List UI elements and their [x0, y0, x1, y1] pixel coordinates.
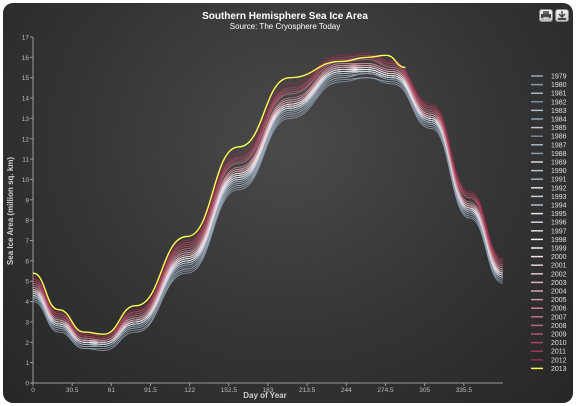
x-tick-label: 213.5 — [299, 387, 316, 394]
legend-label-2009[interactable]: 2009 — [551, 332, 567, 339]
chart-title: Southern Hemisphere Sea Ice Area — [202, 11, 368, 22]
y-tick-label: 1 — [25, 360, 29, 367]
y-tick-label: 9 — [25, 197, 29, 204]
legend-label-1994[interactable]: 1994 — [551, 203, 567, 210]
legend-label-1989[interactable]: 1989 — [551, 160, 567, 167]
legend-label-1984[interactable]: 1984 — [551, 117, 567, 124]
y-tick-label: 11 — [22, 157, 29, 164]
legend-label-2008[interactable]: 2008 — [551, 323, 567, 330]
legend-label-2002[interactable]: 2002 — [551, 271, 567, 278]
y-tick-label: 12 — [22, 136, 30, 143]
legend-label-1999[interactable]: 1999 — [551, 246, 567, 253]
legend-label-1995[interactable]: 1995 — [551, 211, 567, 218]
legend-label-2013[interactable]: 2013 — [551, 366, 567, 373]
series-line-2008 — [32, 56, 504, 339]
chart-subtitle: Source: The Cryosphere Today — [230, 22, 340, 31]
legend-label-1981[interactable]: 1981 — [551, 91, 567, 98]
series-line-2004 — [32, 65, 504, 343]
legend-label-2001[interactable]: 2001 — [551, 263, 567, 270]
y-axis-label: Sea Ice Area (million sq. km) — [6, 157, 15, 266]
chart-svg: Southern Hemisphere Sea Ice Area Source:… — [6, 11, 567, 400]
y-tick-label: 17 — [22, 35, 30, 42]
legend-label-1987[interactable]: 1987 — [551, 142, 567, 149]
legend-label-1988[interactable]: 1988 — [551, 151, 567, 158]
series-line-1979 — [32, 77, 504, 351]
legend-label-1983[interactable]: 1983 — [551, 108, 567, 115]
legend-label-1985[interactable]: 1985 — [551, 125, 567, 132]
y-tick-label: 10 — [22, 177, 30, 184]
legend-label-2006[interactable]: 2006 — [551, 306, 567, 313]
series-line-2012 — [32, 52, 504, 337]
legend-label-1997[interactable]: 1997 — [551, 228, 567, 235]
y-tick-label: 15 — [22, 75, 30, 82]
y-tick-label: 8 — [25, 218, 29, 225]
series-line-1988 — [32, 73, 504, 347]
legend-label-1991[interactable]: 1991 — [551, 177, 567, 184]
series-line-1984 — [32, 77, 504, 349]
x-tick-label: 30.5 — [66, 387, 79, 394]
series-line-2001 — [32, 67, 504, 343]
legend-label-2003[interactable]: 2003 — [551, 280, 567, 287]
x-tick-label: 0 — [31, 387, 35, 394]
x-tick-label: 91.5 — [144, 387, 157, 394]
legend-label-1996[interactable]: 1996 — [551, 220, 567, 227]
legend-label-1982[interactable]: 1982 — [551, 99, 567, 106]
x-tick-label: 183 — [263, 387, 274, 394]
y-tick-label: 4 — [25, 299, 29, 306]
chart-frame: Southern Hemisphere Sea Ice Area Source:… — [3, 3, 573, 403]
legend-label-1993[interactable]: 1993 — [551, 194, 567, 201]
series-line-2013 — [32, 54, 406, 335]
x-tick-label: 244 — [341, 387, 352, 394]
legend-label-2000[interactable]: 2000 — [551, 254, 567, 261]
legend-label-1979[interactable]: 1979 — [551, 74, 567, 81]
export-button[interactable] — [555, 9, 569, 22]
legend-label-2012[interactable]: 2012 — [551, 357, 567, 364]
series-line-2006 — [32, 63, 504, 341]
printer-icon — [541, 11, 551, 20]
y-tick-label: 13 — [22, 116, 30, 123]
legend-label-1986[interactable]: 1986 — [551, 134, 567, 141]
legend-label-1990[interactable]: 1990 — [551, 168, 567, 175]
x-tick-label: 122 — [184, 387, 195, 394]
y-tick-label: 6 — [25, 258, 29, 265]
y-tick-label: 0 — [25, 381, 29, 388]
series-line-2011 — [32, 56, 504, 339]
series-line-2010 — [32, 54, 504, 337]
legend-label-2011[interactable]: 2011 — [551, 349, 566, 356]
y-tick-label: 3 — [25, 319, 29, 326]
x-tick-label: 152.5 — [221, 387, 238, 394]
x-axis-label: Day of Year — [243, 391, 286, 400]
x-tick-label: 335.5 — [456, 387, 473, 394]
print-button[interactable] — [539, 9, 553, 22]
legend-label-1980[interactable]: 1980 — [551, 82, 567, 89]
series-line-2002 — [32, 65, 504, 343]
y-tick-label: 16 — [22, 55, 30, 62]
x-tick-label: 305 — [419, 387, 430, 394]
y-tick-label: 5 — [25, 279, 29, 286]
x-tick-label: 274.5 — [377, 387, 394, 394]
series-line-2005 — [32, 63, 504, 341]
legend-label-2010[interactable]: 2010 — [551, 340, 567, 347]
y-tick-label: 7 — [25, 238, 29, 245]
legend-label-1998[interactable]: 1998 — [551, 237, 567, 244]
download-icon — [558, 11, 566, 20]
x-tick-label: 61 — [108, 387, 116, 394]
legend-label-2007[interactable]: 2007 — [551, 314, 567, 321]
legend-label-1992[interactable]: 1992 — [551, 185, 567, 192]
y-tick-label: 2 — [25, 340, 29, 347]
legend-label-2004[interactable]: 2004 — [551, 289, 567, 296]
y-tick-label: 14 — [22, 96, 30, 103]
legend-label-2005[interactable]: 2005 — [551, 297, 567, 304]
